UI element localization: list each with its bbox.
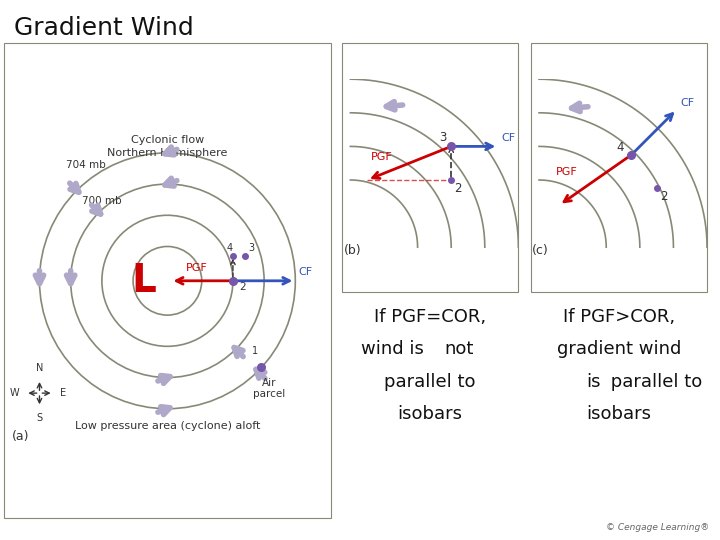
Text: parallel to: parallel to (384, 373, 476, 390)
Text: Gradient Wind: Gradient Wind (14, 16, 194, 40)
Text: Low pressure area (cyclone) aloft: Low pressure area (cyclone) aloft (75, 421, 260, 431)
Text: PGF: PGF (186, 264, 208, 273)
Text: PGF: PGF (556, 167, 577, 177)
Text: not: not (444, 340, 474, 358)
Text: parallel to: parallel to (605, 373, 702, 390)
Text: 4: 4 (616, 141, 624, 154)
Text: © Cengage Learning®: © Cengage Learning® (606, 523, 709, 532)
Text: If PGF>COR,: If PGF>COR, (563, 308, 675, 326)
Text: 3: 3 (439, 131, 447, 144)
Text: Cyclonic flow: Cyclonic flow (131, 136, 204, 145)
Text: isobars: isobars (587, 405, 652, 423)
Text: CF: CF (680, 98, 694, 108)
Text: (c): (c) (532, 244, 549, 257)
Text: isobars: isobars (397, 405, 462, 423)
Text: If PGF=COR,: If PGF=COR, (374, 308, 486, 326)
Text: (a): (a) (12, 430, 29, 443)
Text: Northern Hemisphere: Northern Hemisphere (107, 148, 228, 158)
Text: PGF: PGF (371, 152, 392, 162)
Text: CF: CF (298, 267, 312, 276)
Text: (b): (b) (343, 244, 361, 257)
Text: 4: 4 (227, 243, 233, 253)
Text: E: E (60, 388, 66, 398)
Text: N: N (36, 363, 43, 373)
Text: 2: 2 (660, 190, 667, 203)
Text: Air
parcel: Air parcel (253, 377, 285, 399)
Text: L: L (132, 262, 156, 300)
Text: 2: 2 (454, 182, 462, 195)
Text: S: S (37, 414, 42, 423)
Text: 704 mb: 704 mb (66, 160, 106, 171)
Text: 1: 1 (252, 346, 258, 356)
Text: W: W (9, 388, 19, 398)
Text: 3: 3 (248, 243, 255, 253)
Text: wind is: wind is (361, 340, 430, 358)
Text: CF: CF (502, 133, 516, 143)
Text: 700 mb: 700 mb (82, 197, 122, 206)
Text: is: is (587, 373, 601, 390)
Text: gradient wind: gradient wind (557, 340, 681, 358)
Text: 2: 2 (239, 282, 246, 292)
